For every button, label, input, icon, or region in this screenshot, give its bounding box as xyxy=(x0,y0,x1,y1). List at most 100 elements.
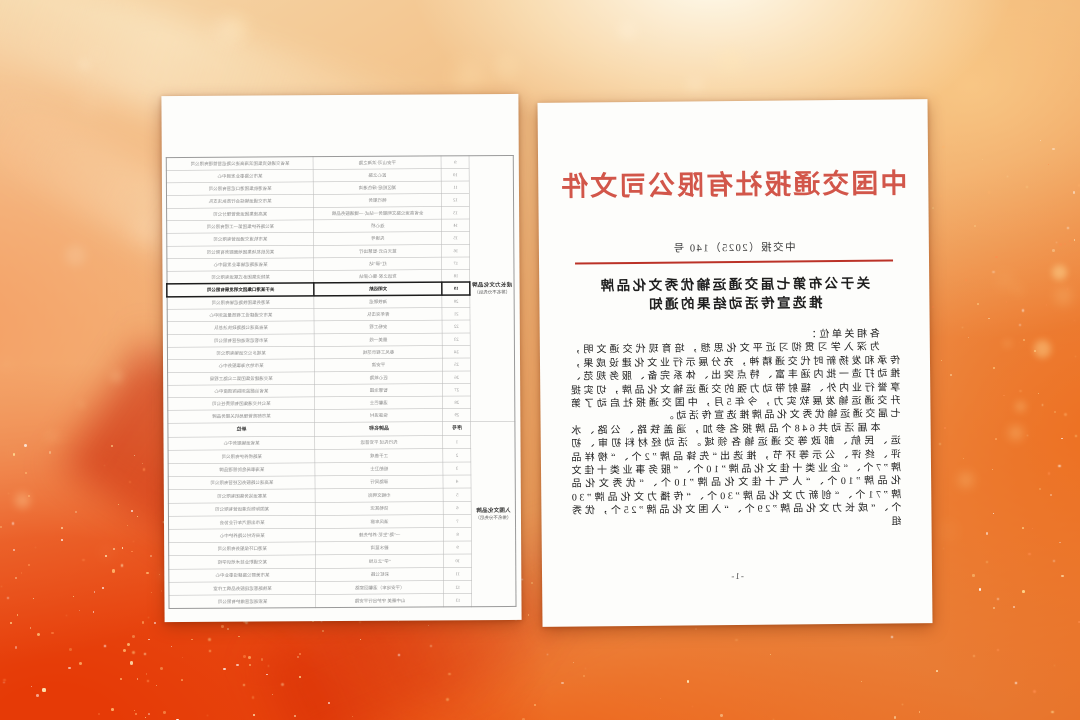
brand-cell: 匠心筑路 xyxy=(314,370,443,385)
org-cell: 某路桥养护有限公司 xyxy=(168,449,316,464)
org-cell: 某交通职业技术培训学校 xyxy=(168,555,316,570)
column-header: 单位 xyxy=(167,422,315,438)
brand-cell: 货畅其流 xyxy=(315,501,444,516)
org-cell: 某市邮政管理局机关服务品牌 xyxy=(167,409,315,424)
org-cell: 某港务集团铁路运输有限公司 xyxy=(167,295,315,310)
brand-cell: 先行先试 平安普运 xyxy=(314,435,444,450)
body-paragraph-2: 本届活动共648个品牌报名参加，涵盖铁路、公路、水运、民航、邮政等交通运输各领域… xyxy=(568,422,902,528)
org-cell: 某市交通运输综合行政执法支队 xyxy=(166,194,314,209)
brand-cell: 山中最美 守护出行平安路 xyxy=(315,593,445,608)
brand-cell: （平安站车）温馨回家路 xyxy=(315,580,444,595)
brand-cell: 春风工程示范线 xyxy=(314,345,443,360)
num-cell: 11 xyxy=(443,567,472,581)
column-header: 品牌名称 xyxy=(314,421,443,437)
brand-cell: 温馨巴士 xyxy=(314,396,443,410)
num-cell: 10 xyxy=(443,554,472,568)
document-page-table: 成长力文化品牌 （排名不分先后） 9 平安山河·滨海之路 某省交通投资集团滨海高速公路运… xyxy=(161,93,522,623)
column-header: 序号 xyxy=(442,421,471,436)
brand-cell: 一“路”生花·养护先锋 xyxy=(315,527,444,542)
org-cell: 某交通建设集团第二公路工程局 xyxy=(167,371,315,386)
org-cell: 某港口环保服务有限公司 xyxy=(168,541,316,556)
brand-cell: 蓝天白云·智慧出行 xyxy=(313,244,442,258)
num-cell: 2 xyxy=(443,448,472,462)
org-cell: 某县农村公路养护中心 xyxy=(168,528,316,543)
num-cell: 20 xyxy=(442,294,471,308)
brand-cell: 海铁联运 xyxy=(314,295,443,309)
num-cell: 27 xyxy=(442,383,471,397)
table-row: 13 山中最美 守护出行平安路 某索道运营维护有限公司 xyxy=(168,593,516,609)
body-paragraph-1: 为深入学习贯彻习近平文化思想，培育现代交通文明，传承和发扬新时代交通精神，充分展… xyxy=(567,342,901,423)
brand-cell: 先锋号 xyxy=(313,231,442,246)
org-cell: 某省港航集团港口运营有限公司 xyxy=(166,181,314,196)
org-cell: 某国际物流港运营有限公司 xyxy=(168,502,316,517)
num-cell: 3 xyxy=(443,461,472,476)
brand-cell: 工于善成 xyxy=(315,448,444,463)
table-wrapper: 成长力文化品牌 （排名不分先后） 9 平安山河·滨海之路 某省交通投资集团滨海高速公路运… xyxy=(165,154,517,610)
num-cell: 24 xyxy=(442,345,471,359)
org-cell: 某物流集团多式联运有限公司 xyxy=(166,270,315,285)
brand-cell: 船舶卫士 xyxy=(315,461,444,476)
letterhead-title: 中国交通报社有限公司文件 xyxy=(559,168,908,202)
brand-cell: 智慧治超 xyxy=(314,383,443,397)
org-cell: 某省高速公路路政执法总队 xyxy=(167,321,315,335)
num-cell: 9 xyxy=(443,540,472,555)
org-cell: 某市轨道交通运营有限公司 xyxy=(166,232,314,247)
org-cell: 某铁路客运段服务品牌工作室 xyxy=(168,581,316,596)
brand-cell: 驿路同行 xyxy=(315,475,444,490)
num-cell: 26 xyxy=(442,370,471,384)
brand-cell: 快递进村 xyxy=(314,408,443,423)
org-cell: 某市美丽公路建设事业中心 xyxy=(168,568,316,583)
brand-cell: 平安山河·滨海之路 xyxy=(313,155,442,170)
org-cell: 某公共交通集团有限责任公司 xyxy=(167,396,315,411)
mirrored-content: 中国交通报社有限公司文件 中交报（2025）140 号 关于公布第七届交通运输优… xyxy=(537,99,932,627)
category-cell: 入围文化品牌 （排名不分先后） xyxy=(470,421,517,607)
brand-cell: 最美一线 xyxy=(314,332,443,347)
brand-cell: 碧水蓝湾 xyxy=(315,541,444,556)
org-cell: 某省道路运输事业发展中心 xyxy=(166,257,314,272)
num-cell: 6 xyxy=(443,501,472,515)
num-cell: 16 xyxy=(441,244,470,258)
org-cell: 某省治超监测指挥调度中心 xyxy=(167,384,315,398)
num-cell: 22 xyxy=(442,320,471,333)
num-cell: 25 xyxy=(442,358,471,371)
brand-cell: 红“驿”站 xyxy=(313,257,442,271)
page-number: -1- xyxy=(730,570,744,582)
category-cell: 成长力文化品牌 （排名不分先后） xyxy=(469,155,515,422)
num-cell: 28 xyxy=(442,396,471,409)
red-divider-line xyxy=(575,259,894,265)
brand-cell: 清风车廊 xyxy=(315,514,444,529)
num-cell: 18 xyxy=(441,269,471,283)
num-cell: 14 xyxy=(441,218,470,232)
document-page-notice: 中国交通报社有限公司文件 中交报（2025）140 号 关于公布第七届交通运输优… xyxy=(537,99,933,627)
results-table-body: 成长力文化品牌 （排名不分先后） 9 平安山河·滨海之路 某省交通投资集团滨海高速公路运… xyxy=(166,155,517,609)
org-cell: 某城乡公交运输有限公司 xyxy=(167,346,315,360)
num-cell: 12 xyxy=(443,580,472,594)
num-cell: 13 xyxy=(443,593,473,608)
org-cell: 某公路养护集团第一工程有限公司 xyxy=(166,219,314,234)
results-table: 成长力文化品牌 （排名不分先后） 9 平安山河·滨海之路 某省交通投资集团滨海高速公路运… xyxy=(165,154,517,610)
brand-cell: 湖区枢纽·绿色港湾 xyxy=(313,181,442,195)
mirrored-content: 成长力文化品牌 （排名不分先后） 9 平安山河·滨海之路 某省交通投资集团滨海高速公路运… xyxy=(161,94,521,622)
num-cell: 17 xyxy=(441,256,470,270)
num-cell: 7 xyxy=(443,514,472,528)
org-cell: 某海事局危防管理品牌 xyxy=(168,462,316,477)
org-cell: 某市客运索道经营有限公司 xyxy=(167,333,315,348)
brand-cell: 连心桥 xyxy=(313,219,442,233)
brand-cell: 全省高速公路文明服务一站式·一键通服务品牌 xyxy=(313,206,442,220)
org-cell: 某市地方海事服务中心 xyxy=(167,359,315,373)
brand-cell: 安畅工程 xyxy=(314,320,443,334)
document-number: 中交报（2025）140 号 xyxy=(672,242,796,255)
brand-cell: 畅行服务 xyxy=(313,193,442,208)
notice-title-line2: 推选宣传活动结果的通知 xyxy=(646,295,823,312)
num-cell: 1 xyxy=(442,435,472,449)
org-cell: 某市公路事业发展中心 xyxy=(166,169,314,183)
num-cell: 8 xyxy=(443,527,472,542)
org-cell: 某高速集团运营管理分公司 xyxy=(166,207,314,221)
brand-cell: 文明远航 xyxy=(314,282,443,296)
org-cell: 某省交通投资集团滨海高速公路运营管理有限公司 xyxy=(166,156,314,171)
brand-cell: 平安渡 xyxy=(314,358,443,372)
num-cell: 4 xyxy=(443,474,472,489)
num-cell: 12 xyxy=(441,193,470,207)
org-cell: 某高速公路服务区经营有限公司 xyxy=(168,475,316,490)
